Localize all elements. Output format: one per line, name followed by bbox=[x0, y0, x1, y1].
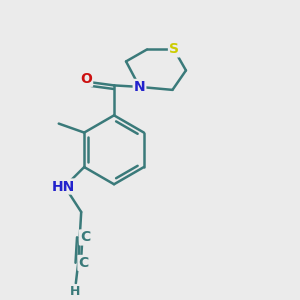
Text: S: S bbox=[169, 42, 179, 56]
Text: C: C bbox=[79, 256, 89, 270]
Text: H: H bbox=[70, 285, 80, 298]
Text: O: O bbox=[80, 72, 92, 86]
Text: N: N bbox=[134, 80, 145, 94]
Text: HN: HN bbox=[52, 179, 75, 194]
Text: C: C bbox=[80, 230, 90, 244]
